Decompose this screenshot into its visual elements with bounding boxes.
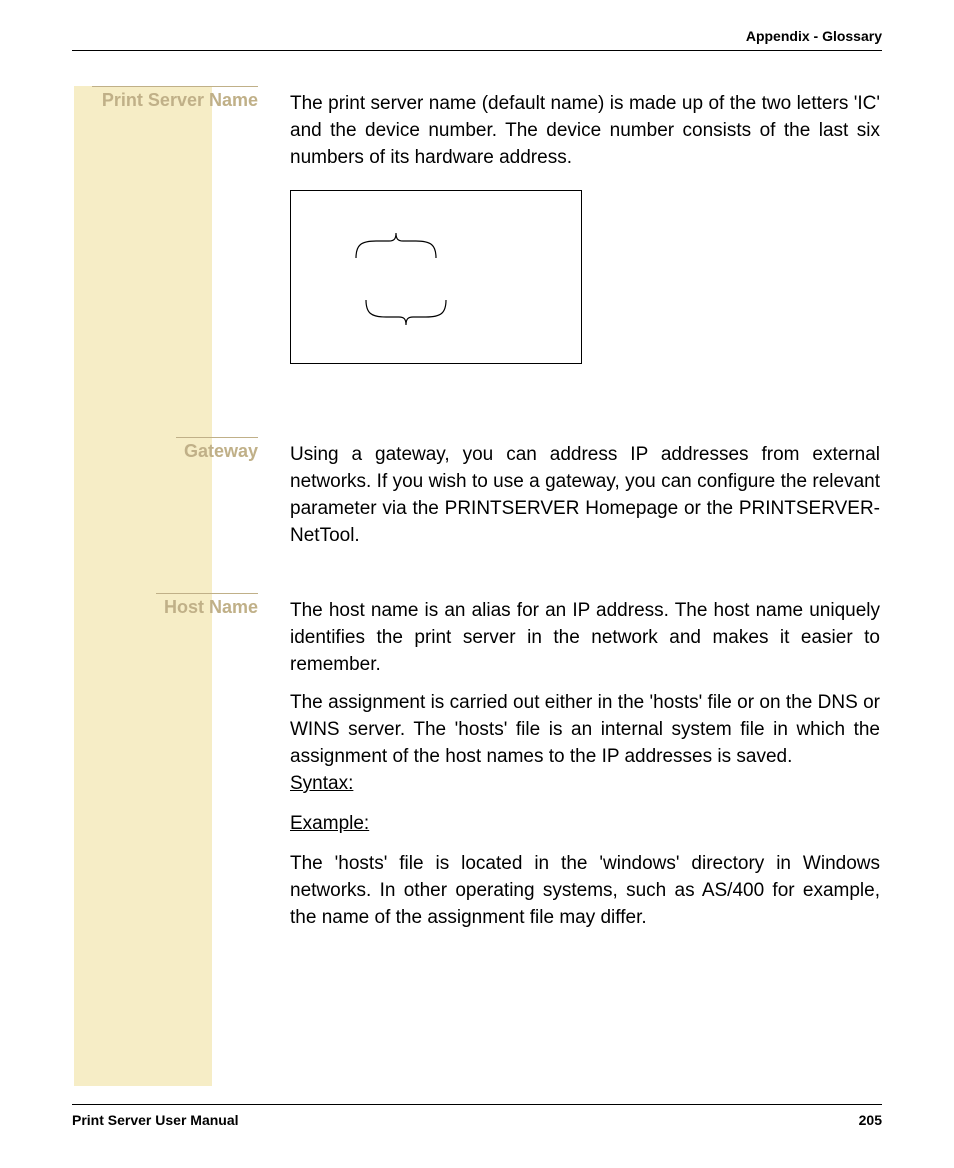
para-host-name-0: The host name is an alias for an IP addr… bbox=[290, 597, 880, 678]
term-host-name: Host Name bbox=[78, 597, 258, 618]
sidebar-background bbox=[74, 86, 212, 1086]
para-gateway-0: Using a gateway, you can address IP addr… bbox=[290, 441, 880, 549]
diagram-box bbox=[290, 190, 582, 364]
footer-rule bbox=[72, 1104, 882, 1105]
term-gateway: Gateway bbox=[78, 441, 258, 462]
footer-page-number: 205 bbox=[859, 1112, 882, 1128]
para-host-name-example: Example: bbox=[290, 810, 880, 837]
brace-bottom-icon bbox=[361, 295, 451, 325]
header-rule bbox=[72, 50, 882, 51]
term-rule-print-server-name bbox=[92, 86, 258, 87]
footer-manual-title: Print Server User Manual bbox=[72, 1112, 239, 1128]
header-title: Appendix - Glossary bbox=[746, 28, 882, 44]
para-host-name-1: The assignment is carried out either in … bbox=[290, 689, 880, 770]
term-rule-gateway bbox=[176, 437, 258, 438]
para-host-name-syntax: Syntax: bbox=[290, 770, 880, 797]
para-print-server-name-0: The print server name (default name) is … bbox=[290, 90, 880, 171]
term-print-server-name: Print Server Name bbox=[78, 90, 258, 111]
para-host-name-4: The 'hosts' file is located in the 'wind… bbox=[290, 850, 880, 931]
brace-top-icon bbox=[351, 233, 441, 263]
term-rule-host-name bbox=[156, 593, 258, 594]
